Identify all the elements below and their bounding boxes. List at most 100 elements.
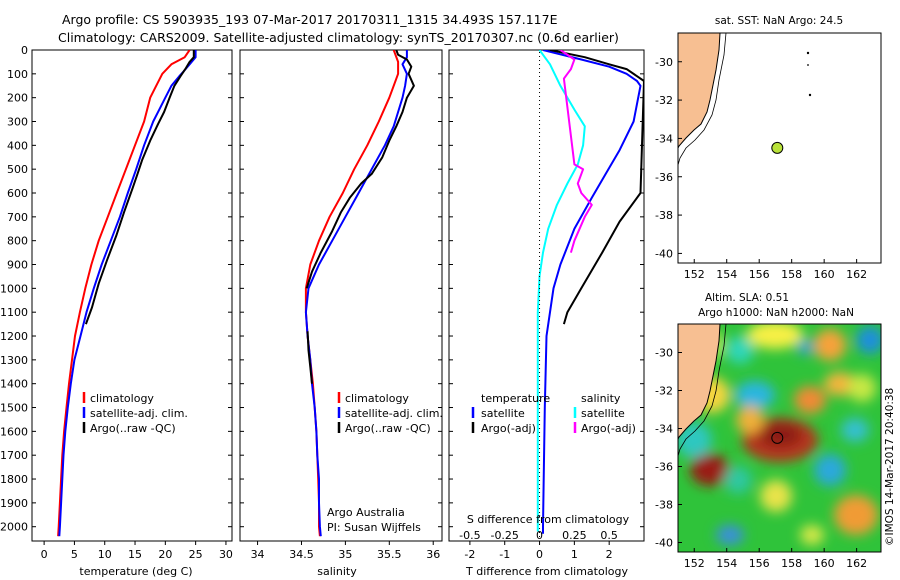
annotation-pi: PI: Susan Wijffels	[327, 521, 421, 534]
depth-tick-label: 1500	[0, 402, 28, 415]
map-y-tick-label: -32	[655, 385, 673, 398]
sst-map-shelf-contour	[678, 33, 727, 166]
x-tick-label: 10	[98, 548, 112, 561]
series-temperature-satellite-adj-clim	[58, 50, 197, 537]
sst-map-island	[807, 64, 809, 66]
sla-blob	[760, 480, 792, 512]
difference-profiles	[536, 50, 644, 540]
x-tick-label: -2	[464, 548, 475, 561]
sla-blob	[794, 386, 826, 414]
x-tick-label: 5	[71, 548, 78, 561]
argo-float-location-marker	[771, 431, 784, 444]
temperature-profiles	[57, 50, 197, 537]
legend-satellite: satellite-adj. clim.	[345, 407, 443, 420]
map-x-tick-label: 152	[684, 557, 705, 570]
map-y-tick-label: -34	[655, 423, 673, 436]
sst-map-island	[808, 93, 812, 97]
map-x-tick-label: 156	[749, 557, 770, 570]
map-y-tick-label: -38	[655, 209, 673, 222]
map-x-tick-label: 156	[749, 268, 770, 281]
legend-argo: Argo(..raw -QC)	[90, 422, 176, 435]
sst-map-area	[678, 33, 881, 263]
sla-blob	[814, 454, 846, 486]
temperature-panel-frame	[31, 49, 233, 542]
annotation-argo-australia: Argo Australia	[327, 506, 405, 519]
series-temperature-climatology	[57, 50, 191, 537]
depth-tick-label: 200	[7, 92, 28, 105]
sst-map-title: sat. SST: NaN Argo: 24.5	[715, 15, 843, 27]
series-salinity-satellite-adj-clim	[304, 50, 408, 537]
x2-tick-label: -0.5	[459, 529, 480, 542]
series-difference-salinity-satellite	[536, 50, 586, 532]
sst-map-island	[806, 51, 810, 55]
salinity-profiles	[304, 50, 415, 537]
depth-tick-label: 1300	[0, 354, 28, 367]
sla-blob	[856, 326, 881, 354]
x-tick-label: 0	[536, 548, 543, 561]
salinity-x-axis: 34 34.5 35 35.5 36	[251, 541, 440, 561]
x-tick-label: 36	[426, 548, 440, 561]
legend-s-satellite: satellite	[581, 407, 625, 420]
sla-blob	[724, 466, 752, 494]
sla-map-area	[678, 324, 881, 552]
sla-map-axes: 152 154 156 158 160 162 -30 -32 -34 -36 -38 -40	[655, 347, 867, 571]
salinity-legend: climatology satellite-adj. clim. Argo(..…	[337, 392, 443, 435]
map-x-tick-label: 160	[814, 268, 835, 281]
depth-tick-label: 1200	[0, 330, 28, 343]
depth-axis: 0 100 200 300 400 500 600 700 800 900 1000 1100 1200…	[0, 44, 644, 534]
map-y-tick-label: -34	[655, 132, 673, 145]
map-y-tick-label: -32	[655, 94, 673, 107]
series-temperature-argo-raw-qc	[84, 50, 195, 325]
depth-tick-label: 400	[7, 139, 28, 152]
map-x-tick-label: 162	[846, 268, 867, 281]
sla-blob	[747, 324, 803, 349]
legend-s-argo: Argo(-adj)	[581, 422, 636, 435]
legend-climatology: climatology	[90, 392, 154, 405]
sst-map-axes: 152 154 156 158 160 162 -30 -32 -34 -36 -38 -40	[655, 56, 867, 281]
t-difference-xlabel: T difference from climatology	[465, 565, 628, 578]
x-tick-label: 0	[41, 548, 48, 561]
x-tick-label: 30	[219, 548, 233, 561]
x-tick-label: 34	[251, 548, 265, 561]
x-tick-label: 25	[189, 548, 203, 561]
map-x-tick-label: 154	[716, 557, 737, 570]
x-tick-label: 1	[571, 548, 578, 561]
sla-map-land	[678, 324, 721, 440]
map-x-tick-label: 152	[684, 268, 705, 281]
sla-map-title: Altim. SLA: 0.51	[705, 292, 789, 304]
sla-blob	[678, 422, 712, 458]
temperature-xlabel: temperature (deg C)	[79, 565, 192, 578]
x-tick-label: 2	[606, 548, 613, 561]
sla-blob	[797, 339, 813, 355]
temperature-legend: climatology satellite-adj. clim. Argo(..…	[82, 392, 188, 435]
map-x-tick-label: 158	[781, 557, 802, 570]
header-line2: Climatology: CARS2009. Satellite-adjuste…	[58, 30, 619, 45]
temperature-x-axis: 0 5 10 15 20 25 30	[41, 541, 233, 561]
series-difference-salinity-argo-adj	[559, 50, 593, 253]
depth-tick-label: 1800	[0, 473, 28, 486]
series-salinity-argo-raw-qc	[306, 331, 313, 384]
map-x-tick-label: 158	[781, 268, 802, 281]
map-y-tick-label: -40	[655, 537, 673, 550]
map-y-tick-label: -30	[655, 347, 673, 360]
sla-blob	[800, 525, 824, 545]
sla-map-shelf-contour	[678, 324, 727, 457]
x-tick-label: 35.5	[377, 548, 402, 561]
map-x-tick-label: 162	[846, 557, 867, 570]
map-y-tick-label: -36	[655, 171, 673, 184]
depth-tick-label: 100	[7, 68, 28, 81]
depth-tick-label: 1000	[0, 282, 28, 295]
difference-x-axis: -2 -1 0 1 2 -0.5 -0.25 0 0.25 0.5	[459, 529, 618, 561]
sla-blob	[814, 329, 846, 361]
series-difference-temperature-argo-adj	[549, 50, 644, 325]
sla-blob	[848, 374, 876, 402]
salinity-panel-frame	[239, 49, 443, 542]
map-y-tick-label: -30	[655, 56, 673, 69]
depth-tick-label: 1400	[0, 378, 28, 391]
sla-blob	[758, 423, 802, 447]
s-difference-xlabel: S difference from climatology	[467, 513, 630, 526]
sla-blob	[716, 525, 744, 545]
depth-tick-label: 0	[21, 44, 28, 57]
salinity-xlabel: salinity	[317, 565, 357, 578]
